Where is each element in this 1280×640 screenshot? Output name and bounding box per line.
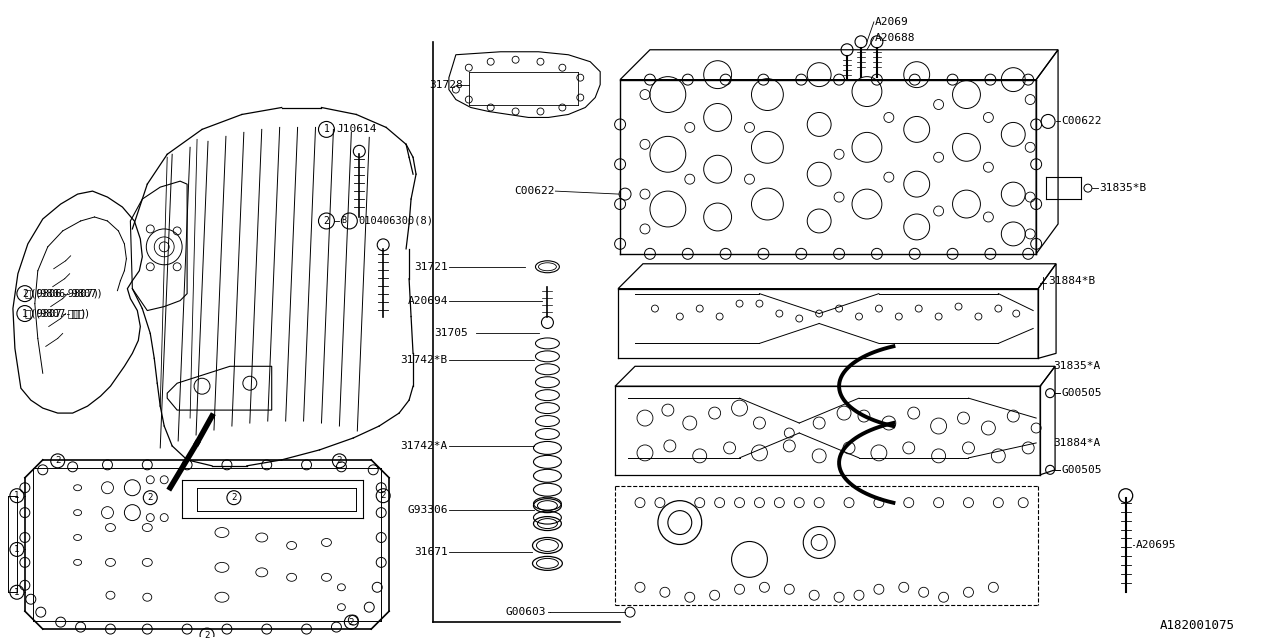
Text: G00505: G00505 bbox=[1061, 465, 1102, 475]
Text: A20695: A20695 bbox=[1135, 540, 1176, 550]
Text: A2069: A2069 bbox=[876, 17, 909, 27]
Text: 31728: 31728 bbox=[429, 79, 463, 90]
Text: 31705: 31705 bbox=[434, 328, 467, 339]
Text: 31884*A: 31884*A bbox=[1053, 438, 1101, 448]
Text: C00622: C00622 bbox=[513, 186, 554, 196]
Text: 31742*B: 31742*B bbox=[401, 355, 448, 365]
Text: 010406300(8): 010406300(8) bbox=[358, 216, 434, 226]
Text: A182001075: A182001075 bbox=[1160, 619, 1235, 632]
Text: ②(9806-9807): ②(9806-9807) bbox=[24, 289, 100, 299]
Text: J10614: J10614 bbox=[337, 124, 376, 134]
Text: 2: 2 bbox=[22, 289, 28, 299]
Text: G93306: G93306 bbox=[407, 504, 448, 515]
Text: A20688: A20688 bbox=[876, 33, 915, 43]
Text: 2: 2 bbox=[55, 456, 60, 465]
Text: 31884*B: 31884*B bbox=[1048, 276, 1096, 285]
Text: 31835*A: 31835*A bbox=[1053, 362, 1101, 371]
Text: C00622: C00622 bbox=[1061, 116, 1102, 127]
Text: G00603: G00603 bbox=[506, 607, 547, 617]
Text: B: B bbox=[340, 216, 346, 225]
Text: (9807-　　): (9807- ) bbox=[35, 308, 91, 319]
Text: 2: 2 bbox=[348, 618, 355, 627]
Text: 31742*A: 31742*A bbox=[401, 441, 448, 451]
Text: 2: 2 bbox=[205, 630, 210, 639]
Text: 2: 2 bbox=[337, 456, 342, 465]
Text: A20694: A20694 bbox=[407, 296, 448, 306]
Text: (9806-9807): (9806-9807) bbox=[35, 289, 104, 299]
Text: 1: 1 bbox=[14, 588, 19, 596]
Text: 2: 2 bbox=[324, 216, 329, 226]
Text: 31721: 31721 bbox=[415, 262, 448, 272]
Text: 2: 2 bbox=[380, 491, 385, 500]
Text: 1: 1 bbox=[324, 124, 329, 134]
Text: 1: 1 bbox=[14, 491, 19, 500]
Text: 1: 1 bbox=[14, 545, 19, 554]
Text: ①(9807-　　): ①(9807- ) bbox=[24, 308, 87, 319]
Text: 31835*B: 31835*B bbox=[1098, 183, 1146, 193]
Text: G00505: G00505 bbox=[1061, 388, 1102, 398]
Text: 2: 2 bbox=[232, 493, 237, 502]
Text: 31671: 31671 bbox=[415, 547, 448, 557]
Text: 1: 1 bbox=[22, 308, 28, 319]
Text: 2: 2 bbox=[147, 493, 154, 502]
